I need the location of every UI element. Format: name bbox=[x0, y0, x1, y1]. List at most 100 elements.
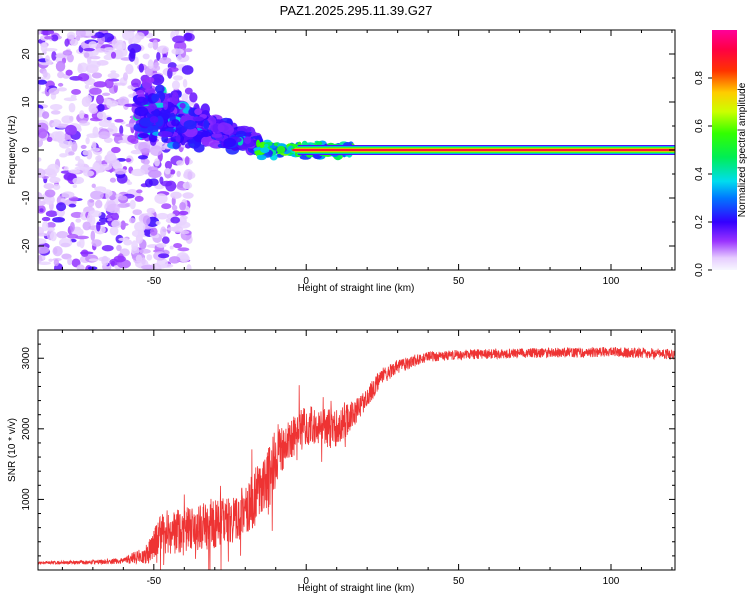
heatmap-cell bbox=[95, 155, 101, 162]
heatmap-cell bbox=[56, 202, 67, 212]
heatmap-cell bbox=[131, 35, 142, 44]
heatmap-cell bbox=[176, 160, 185, 166]
heatmap-cell bbox=[173, 242, 183, 249]
heatmap-cell bbox=[154, 193, 168, 204]
heatmap-cell bbox=[91, 141, 97, 149]
heatmap-cell bbox=[57, 87, 67, 92]
heatmap-cell bbox=[68, 102, 76, 113]
heatmap-cell bbox=[69, 115, 74, 121]
heatmap-cell bbox=[63, 173, 77, 181]
heatmap-cell bbox=[149, 145, 163, 156]
ridge-band bbox=[291, 149, 675, 151]
heatmap-cell bbox=[88, 258, 99, 262]
heatmap-cell bbox=[171, 80, 180, 90]
spectrogram-x-tick-label: 50 bbox=[453, 276, 465, 287]
snr-x-ticks: -50 0 50 100 bbox=[61, 330, 673, 587]
heatmap-cell bbox=[92, 162, 101, 171]
heatmap-cell bbox=[161, 203, 172, 210]
spectrogram-x-label: Height of straight line (km) bbox=[298, 283, 415, 294]
snr-y-tick-label: 2000 bbox=[21, 417, 32, 440]
heatmap-cell bbox=[155, 220, 161, 226]
heatmap-cell bbox=[223, 137, 237, 148]
heatmap-cell bbox=[86, 133, 100, 139]
heatmap-cell bbox=[119, 125, 124, 135]
snr-plot-area bbox=[38, 330, 675, 570]
heatmap-cell bbox=[269, 145, 277, 149]
heatmap-cell bbox=[96, 94, 104, 105]
heatmap-cell bbox=[191, 116, 204, 122]
heatmap-cell bbox=[85, 137, 90, 145]
heatmap-cell bbox=[109, 226, 119, 236]
snr-y-label: SNR (10 * v/v) bbox=[7, 418, 18, 482]
heatmap-cell bbox=[111, 219, 122, 229]
heatmap-cell bbox=[186, 264, 192, 270]
heatmap-cell bbox=[82, 221, 91, 231]
snr-x-tick-label: -50 bbox=[147, 576, 162, 587]
heatmap-cell bbox=[89, 87, 102, 95]
spectrogram-y-tick-label: 20 bbox=[21, 48, 32, 60]
heatmap-cell bbox=[116, 203, 130, 208]
heatmap-cell bbox=[96, 111, 107, 120]
heatmap-cell bbox=[184, 87, 193, 95]
heatmap-cell bbox=[118, 139, 128, 144]
heatmap-cell bbox=[146, 207, 156, 214]
heatmap-cell bbox=[68, 203, 77, 208]
heatmap-cell bbox=[67, 257, 73, 266]
heatmap-cell bbox=[103, 54, 114, 61]
heatmap-cell bbox=[112, 133, 124, 137]
heatmap-cell bbox=[45, 210, 58, 218]
heatmap-cell bbox=[175, 134, 181, 144]
heatmap-cell bbox=[154, 62, 160, 66]
heatmap-cell bbox=[75, 155, 81, 161]
heatmap-cell bbox=[181, 65, 194, 75]
heatmap-cell bbox=[53, 259, 60, 267]
heatmap-cell bbox=[134, 96, 149, 106]
heatmap-cell bbox=[77, 63, 82, 72]
heatmap-cell bbox=[61, 191, 75, 199]
heatmap-cell bbox=[162, 99, 169, 111]
snr-x-label: Height of straight line (km) bbox=[298, 583, 415, 594]
heatmap-cell bbox=[63, 166, 69, 171]
heatmap-cell bbox=[176, 53, 190, 63]
heatmap-cell bbox=[109, 177, 117, 183]
heatmap-cell bbox=[193, 143, 205, 153]
heatmap-cell bbox=[38, 261, 51, 265]
heatmap-cell bbox=[157, 253, 170, 259]
heatmap-cell bbox=[136, 189, 143, 194]
heatmap-cell bbox=[50, 110, 61, 115]
heatmap-cell bbox=[64, 124, 77, 136]
heatmap-cell bbox=[56, 231, 69, 239]
heatmap-cell bbox=[106, 203, 120, 214]
heatmap-cell bbox=[113, 49, 123, 59]
heatmap-cell bbox=[172, 141, 180, 150]
heatmap-cell bbox=[41, 111, 50, 119]
spectrogram-y-tick-label: -20 bbox=[21, 238, 32, 253]
heatmap-cell bbox=[235, 130, 247, 137]
heatmap-cell bbox=[147, 42, 154, 49]
heatmap-cell bbox=[146, 76, 155, 83]
heatmap-cell bbox=[106, 98, 113, 109]
heatmap-cell bbox=[49, 103, 63, 111]
heatmap-cell bbox=[38, 259, 42, 263]
heatmap-cell bbox=[41, 216, 51, 222]
heatmap-cell bbox=[98, 131, 111, 139]
heatmap-cell bbox=[84, 52, 90, 58]
heatmap-cell bbox=[181, 93, 189, 102]
colorbar-ticks: 0.0 0.2 0.4 0.6 0.8 bbox=[694, 71, 712, 277]
heatmap-cell bbox=[104, 78, 114, 89]
heatmap-cell bbox=[71, 141, 78, 152]
heatmap-cell bbox=[63, 97, 78, 102]
heatmap-cell bbox=[141, 257, 146, 265]
colorbar-label: Normalized spectral amplitude bbox=[737, 82, 748, 217]
heatmap-cell bbox=[62, 49, 73, 56]
heatmap-cell bbox=[157, 131, 173, 138]
spectrogram-x-tick-label: 100 bbox=[603, 276, 620, 287]
colorbar-tick-label: 0.6 bbox=[694, 119, 705, 133]
heatmap-cell bbox=[89, 55, 101, 60]
heatmap-cell bbox=[83, 48, 95, 52]
heatmap-cell bbox=[91, 183, 96, 189]
heatmap-cell bbox=[111, 212, 120, 221]
heatmap-cell bbox=[66, 53, 74, 63]
heatmap-cell bbox=[110, 122, 115, 128]
